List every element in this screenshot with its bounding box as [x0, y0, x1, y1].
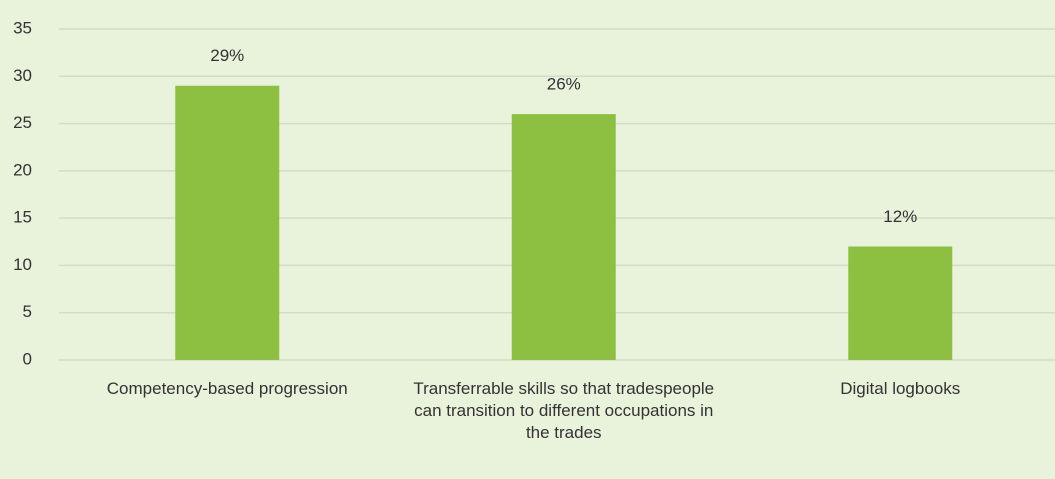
x-tick-label: Transferrable skills so that tradespeopl… — [413, 379, 715, 442]
y-tick-label: 25 — [13, 113, 32, 132]
y-tick-label: 20 — [13, 160, 32, 179]
bar — [848, 246, 953, 360]
y-tick-label: 10 — [13, 255, 32, 274]
bar — [511, 114, 616, 360]
value-label: 29% — [210, 46, 244, 65]
value-label: 26% — [547, 75, 581, 94]
value-label: 12% — [883, 207, 917, 226]
x-tick-label: Digital logbooks — [840, 379, 961, 398]
y-tick-label: 5 — [23, 302, 32, 321]
bar — [175, 85, 280, 360]
y-tick-label: 15 — [13, 208, 32, 227]
y-tick-label: 35 — [13, 18, 32, 37]
x-tick-label: Competency-based progression — [106, 379, 348, 398]
y-tick-label: 30 — [13, 66, 32, 85]
y-tick-label: 0 — [23, 349, 32, 368]
